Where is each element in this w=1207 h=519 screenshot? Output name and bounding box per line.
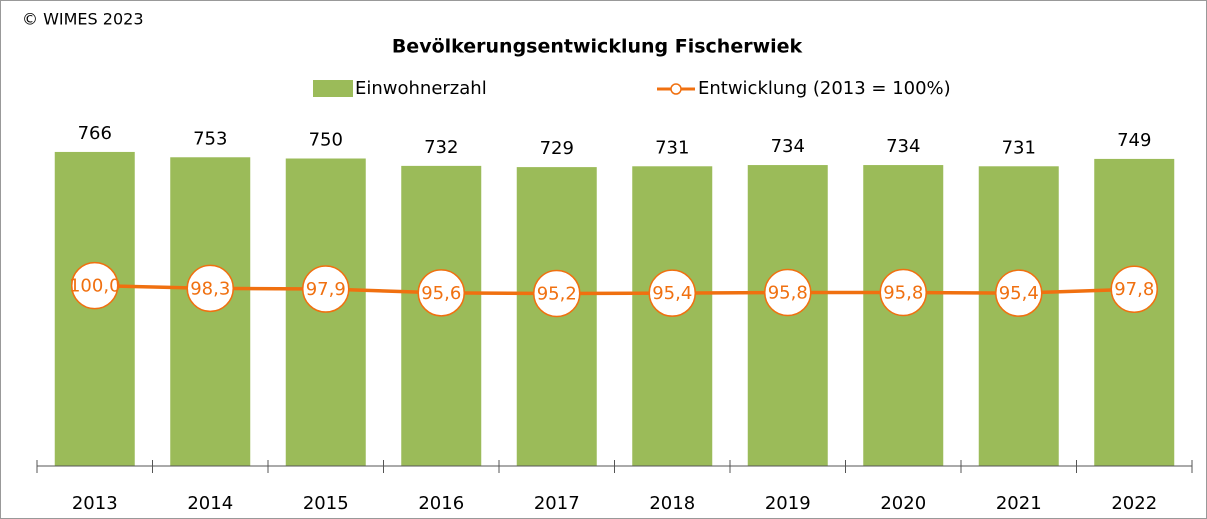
line-value-label: 97,8 [1114, 279, 1154, 300]
bar-value-label: 734 [771, 136, 805, 157]
line-value-label: 98,3 [190, 278, 230, 299]
bar-value-label: 750 [309, 130, 343, 151]
line-marker [71, 261, 119, 310]
line-marker [533, 269, 581, 318]
line-value-label: 95,2 [537, 283, 577, 304]
x-tick-label: 2022 [1111, 493, 1157, 514]
line-value-label: 95,4 [999, 283, 1039, 304]
line-marker [302, 265, 350, 313]
x-tick-label: 2018 [649, 493, 695, 514]
line [94, 283, 1135, 296]
legend-swatch [313, 80, 353, 97]
line-marker [1110, 265, 1158, 313]
x-tick-label: 2013 [72, 493, 118, 514]
legend-marker [670, 83, 682, 95]
line-marker [186, 264, 234, 313]
line-marker [764, 268, 812, 317]
x-tick-label: 2014 [187, 493, 233, 514]
copyright: © WIMES 2023 [22, 10, 144, 29]
line-marker [995, 269, 1043, 317]
line-marker [417, 269, 465, 317]
legend: Einwohnerzahl Entwicklung (2013 = 100%) [313, 78, 951, 99]
bar-value-label: 732 [424, 137, 458, 158]
bar-value-label: 731 [1002, 137, 1036, 158]
line-value-label: 95,4 [652, 283, 692, 304]
bar-value-label: 753 [193, 128, 227, 149]
bar-value-label: 729 [540, 138, 574, 159]
legend-label: Entwicklung (2013 = 100%) [698, 78, 951, 99]
bar-value-label: 766 [78, 123, 112, 144]
x-tick-label: 2016 [418, 493, 464, 514]
line-value-label: 100,0 [69, 276, 121, 297]
x-tick-label: 2017 [534, 493, 580, 514]
x-tick-label: 2020 [880, 493, 926, 514]
bar-value-label: 734 [886, 136, 920, 157]
x-tick-label: 2015 [303, 493, 349, 514]
line-marker [648, 269, 696, 317]
line-value-label: 95,8 [883, 282, 923, 303]
chart-title: Bevölkerungsentwicklung Fischerwiek [392, 36, 803, 58]
x-tick-label: 2021 [996, 493, 1042, 514]
bar-value-label: 749 [1117, 130, 1151, 151]
legend-label: Einwohnerzahl [355, 78, 487, 99]
line-marker [879, 268, 927, 317]
bar-value-label: 731 [655, 137, 689, 158]
line-value-label: 97,9 [306, 279, 346, 300]
line-value-label: 95,8 [768, 282, 808, 303]
line-value-label: 95,6 [421, 283, 461, 304]
x-tick-label: 2019 [765, 493, 811, 514]
